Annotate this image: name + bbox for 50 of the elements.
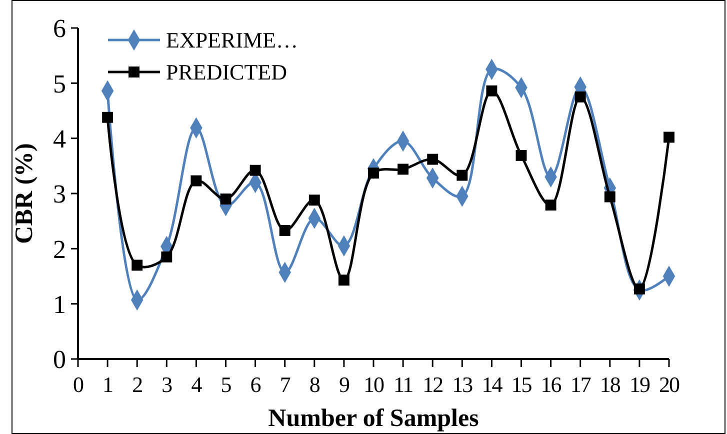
x-tick-label: 10 (364, 372, 384, 397)
y-tick-label: 0 (53, 345, 66, 374)
x-tick-label: 12 (422, 372, 443, 397)
x-tick-label: 20 (659, 372, 680, 397)
x-tick-label: 5 (220, 372, 232, 397)
y-tick-label: 5 (53, 69, 66, 98)
y-tick-label: 6 (53, 14, 66, 44)
y-tick-label: 4 (53, 124, 66, 154)
point (279, 224, 290, 236)
x-tick-label: 16 (540, 372, 562, 397)
point (220, 194, 232, 204)
x-tick-label: 18 (600, 372, 621, 397)
x-tick-label: 7 (280, 372, 291, 397)
x-tick-label: 1 (102, 372, 113, 397)
x-tick-label: 3 (162, 372, 173, 397)
point (398, 164, 409, 175)
x-tick-label: 9 (338, 372, 350, 397)
point (574, 91, 586, 102)
point (161, 251, 172, 262)
point (190, 175, 202, 186)
x-tick-label: 4 (191, 372, 202, 397)
point (486, 85, 498, 96)
x-tick-label: 14 (482, 372, 503, 397)
point (308, 194, 320, 206)
point (545, 200, 556, 211)
x-tick-label: 15 (511, 372, 532, 397)
x-tick-label: 17 (570, 372, 592, 397)
y-axis-title: CBR (%) (11, 143, 38, 244)
point (664, 132, 674, 143)
x-tick-label: 8 (309, 372, 320, 397)
y-tick-label: 2 (53, 234, 66, 264)
point (604, 191, 616, 202)
legend-label: PREDICTED (166, 60, 287, 85)
x-tick-label: 19 (629, 372, 650, 397)
x-axis-title: Number of Samples (268, 405, 480, 432)
point (338, 274, 350, 286)
x-tick-label: 6 (250, 372, 262, 397)
y-tick-label: 3 (53, 180, 66, 209)
point (427, 154, 438, 165)
legend-label: EXPERIME… (166, 28, 298, 53)
x-tick-label: 13 (452, 372, 474, 397)
point (516, 150, 527, 161)
point (132, 260, 143, 271)
point (456, 170, 468, 181)
x-tick-label: 0 (73, 372, 84, 397)
x-tick-label: 2 (132, 372, 142, 397)
y-tick-label: 1 (53, 290, 66, 319)
point (250, 164, 261, 176)
point (102, 112, 114, 123)
x-tick-label: 11 (393, 372, 413, 397)
